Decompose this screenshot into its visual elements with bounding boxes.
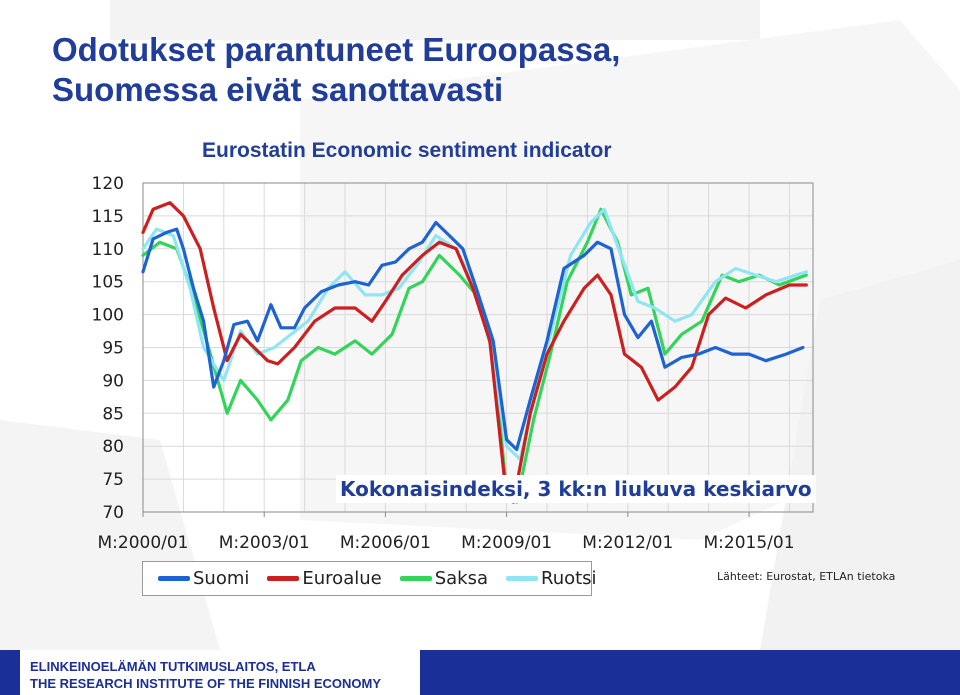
y-tick-label: 100: [92, 306, 124, 326]
legend-item-ruotsi: Ruotsi: [506, 568, 597, 589]
y-tick-label: 85: [102, 404, 124, 424]
source-note: Lähteet: Eurostat, ETLAn tietoka: [717, 570, 896, 583]
legend-swatch-saksa: [399, 576, 432, 581]
footer-line-1: ELINKEINOELÄMÄN TUTKIMUSLAITOS, ETLA: [30, 659, 316, 674]
y-tick-label: 110: [92, 240, 124, 260]
footer-left-bar: [0, 650, 20, 695]
x-tick-label: M:2003/01: [219, 533, 310, 553]
legend-swatch-ruotsi: [506, 576, 538, 581]
y-tick-label: 70: [102, 503, 124, 523]
y-tick-label: 95: [102, 339, 124, 359]
footer: ELINKEINOELÄMÄN TUTKIMUSLAITOS, ETLA THE…: [0, 650, 960, 695]
page-title: Odotukset parantuneet Euroopassa, Suomes…: [52, 30, 620, 110]
x-tick-label: M:2012/01: [582, 533, 673, 553]
y-tick-label: 90: [102, 371, 124, 391]
x-tick-label: M:2006/01: [340, 533, 431, 553]
x-axis-ticks: M:2000/01 M:2003/01 M:2006/01 M:2009/01 M:20…: [97, 512, 795, 553]
y-tick-label: 75: [102, 470, 124, 490]
chart-series: [141, 201, 808, 504]
series-line-saksa: [141, 207, 808, 504]
page-title-line-1: Odotukset parantuneet Euroopassa,: [52, 31, 621, 68]
y-tick-label: 115: [92, 207, 124, 227]
y-axis-ticks: 120 115 110 105 100 95 90 85 80 75 70: [92, 174, 124, 523]
plot-frame: [142, 182, 814, 513]
footer-brand-bar: [420, 650, 960, 695]
legend-label-suomi: Suomi: [193, 568, 250, 589]
y-tick-label: 105: [92, 273, 124, 293]
x-tick-label: M:2015/01: [704, 533, 795, 553]
footer-organization: ELINKEINOELÄMÄN TUTKIMUSLAITOS, ETLA THE…: [30, 658, 381, 692]
legend-label-euroalue: Euroalue: [302, 568, 382, 589]
chart-legend: Suomi Euroalue Saksa Ruotsi: [142, 561, 597, 596]
page-title-line-2: Suomessa eivät sanottavasti: [52, 71, 504, 108]
legend-label-saksa: Saksa: [434, 568, 488, 589]
legend-label-ruotsi: Ruotsi: [541, 568, 597, 589]
legend-item-saksa: Saksa: [399, 568, 488, 589]
chart-frame: [142, 182, 814, 513]
chart-annotation: Kokonaisindeksi, 3 kk:n liukuva keskiarv…: [336, 475, 816, 503]
legend-item-suomi: Suomi: [158, 568, 249, 589]
legend-swatch-suomi: [158, 576, 190, 581]
footer-line-2: THE RESEARCH INSTITUTE OF THE FINNISH EC…: [30, 676, 382, 691]
series-line-euroalue: [141, 201, 808, 504]
chart: 120 115 110 105 100 95 90 85 80 75 70 M:2000/01 M:2…: [91, 139, 816, 553]
x-tick-label: M:2000/01: [97, 533, 188, 553]
x-tick-label: M:2009/01: [461, 533, 552, 553]
series-line-suomi: [141, 220, 805, 452]
y-tick-label: 80: [102, 437, 124, 457]
legend-swatch-euroalue: [267, 576, 300, 581]
chart-title: Eurostatin Economic sentiment indicator: [202, 139, 612, 162]
y-tick-label: 120: [92, 174, 124, 194]
legend-item-euroalue: Euroalue: [267, 568, 382, 589]
